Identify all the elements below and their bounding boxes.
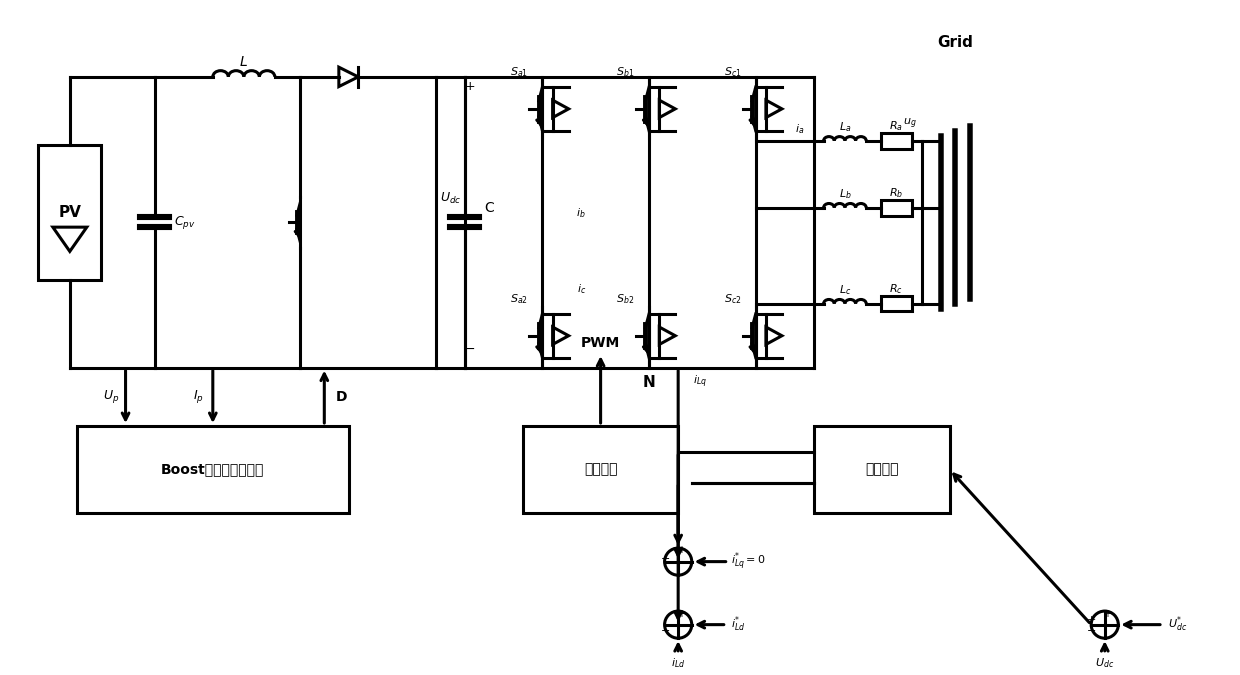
Text: N: N [642, 375, 656, 389]
Text: $S_{c2}$: $S_{c2}$ [724, 292, 742, 306]
Text: $U^{*}_{dc}$: $U^{*}_{dc}$ [1168, 615, 1187, 634]
Text: $u_g$: $u_g$ [903, 116, 916, 131]
Text: $L$: $L$ [239, 55, 248, 70]
Text: $S_{a1}$: $S_{a1}$ [510, 65, 528, 80]
Text: $S_{c1}$: $S_{c1}$ [724, 65, 742, 80]
Text: $R_b$: $R_b$ [889, 186, 904, 200]
Text: $S_{b2}$: $S_{b2}$ [616, 292, 635, 306]
Text: $C_{pv}$: $C_{pv}$ [174, 214, 196, 231]
Text: +: + [465, 80, 475, 93]
Text: $+$: $+$ [1086, 614, 1096, 625]
Text: Grid: Grid [937, 36, 973, 51]
Text: $R_c$: $R_c$ [889, 282, 903, 296]
Text: $-$: $-$ [464, 342, 475, 355]
Text: $-$: $-$ [660, 551, 670, 562]
Text: $i_c$: $i_c$ [577, 282, 585, 296]
Bar [77, 426, 348, 513]
Text: $U_{dc}$: $U_{dc}$ [440, 190, 461, 206]
Text: $L_b$: $L_b$ [838, 187, 852, 201]
Text: $+$: $+$ [677, 545, 686, 556]
Bar [38, 144, 102, 281]
Text: D: D [336, 389, 347, 404]
Text: Boost升压电路控制器: Boost升压电路控制器 [161, 462, 264, 477]
Text: $+$: $+$ [677, 608, 686, 618]
Text: $i_a$: $i_a$ [795, 122, 804, 136]
Text: $i_b$: $i_b$ [577, 206, 587, 219]
Text: PWM: PWM [582, 337, 620, 350]
Text: $S_{b1}$: $S_{b1}$ [616, 65, 635, 80]
Text: $U_{dc}$: $U_{dc}$ [1095, 657, 1115, 670]
Text: $-$: $-$ [1086, 624, 1096, 634]
Text: $-$: $-$ [660, 624, 670, 634]
Text: $U_p$: $U_p$ [103, 388, 119, 405]
Bar [880, 133, 911, 148]
Text: $+$: $+$ [1104, 608, 1112, 618]
Bar [880, 296, 911, 311]
Text: $I_p$: $I_p$ [193, 388, 203, 405]
Bar [880, 200, 911, 215]
Text: $i^{*}_{Lq}=0$: $i^{*}_{Lq}=0$ [732, 551, 766, 572]
Text: $S_{a2}$: $S_{a2}$ [510, 292, 528, 306]
Text: 电压控制: 电压控制 [866, 462, 899, 477]
Text: 电流控制: 电流控制 [584, 462, 618, 477]
Text: PV: PV [58, 205, 82, 220]
Text: C: C [485, 200, 494, 215]
Text: $i_{Lq}$: $i_{Lq}$ [693, 374, 707, 390]
Text: $R_a$: $R_a$ [889, 119, 903, 133]
Text: $L_c$: $L_c$ [838, 284, 851, 297]
Text: $i^{*}_{Ld}$: $i^{*}_{Ld}$ [732, 615, 746, 634]
Bar [523, 426, 678, 513]
Text: $L_a$: $L_a$ [838, 120, 851, 134]
Bar [813, 426, 950, 513]
Text: $i_{Ld}$: $i_{Ld}$ [671, 657, 686, 670]
